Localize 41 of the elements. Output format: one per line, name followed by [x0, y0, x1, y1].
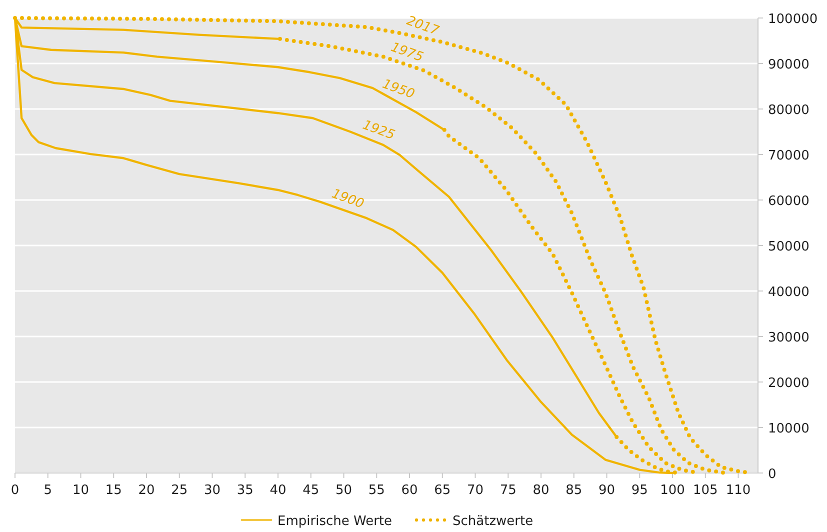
x-tick-label: 100	[660, 483, 685, 498]
legend-label: Empirische Werte	[278, 514, 392, 529]
legend-label: Schätzwerte	[452, 514, 534, 529]
annotation: 1925	[360, 118, 397, 144]
y-tick-label: 80000	[768, 103, 810, 118]
y-tick-label: 60000	[768, 194, 810, 209]
x-tick-label: 45	[302, 483, 320, 498]
y-tick-label: 100000	[768, 12, 818, 27]
x-tick-label: 15	[105, 483, 122, 498]
x-tick-label: 30	[204, 483, 221, 498]
x-tick-label: 75	[500, 483, 516, 498]
annotation: 1975	[388, 40, 425, 66]
y-tick-label: 10000	[768, 422, 810, 436]
annotation: 2017	[404, 14, 442, 40]
x-tick-label: 70	[466, 483, 484, 498]
x-tick-label: 50	[335, 483, 352, 498]
x-tick-label: 65	[434, 483, 451, 498]
x-tick-label: 5	[44, 483, 52, 498]
x-tick-label: 25	[171, 483, 188, 498]
x-tick-label: 90	[598, 483, 616, 498]
y-tick-label: 0	[768, 467, 776, 482]
y-tick-label: 70000	[768, 148, 810, 164]
annotation: 1950	[380, 76, 416, 102]
y-tick-label: 30000	[768, 330, 810, 346]
x-tick-label: 0	[10, 483, 20, 498]
x-tick-label: 10	[72, 483, 90, 498]
y-tick-label: 20000	[768, 376, 810, 391]
x-tick-label: 80	[532, 483, 550, 498]
y-tick-label: 50000	[768, 240, 810, 254]
x-tick-label: 40	[270, 483, 286, 498]
x-tick-label: 60	[401, 483, 418, 498]
x-tick-label: 20	[138, 483, 155, 498]
x-tick-label: 85	[566, 483, 582, 498]
y-tick-label: 40000	[768, 285, 810, 300]
x-tick-label: 95	[631, 483, 648, 498]
x-tick-label: 55	[368, 483, 385, 498]
annotation: 1900	[330, 186, 366, 212]
y-tick-label: 90000	[768, 58, 810, 72]
x-tick-label: 110	[726, 483, 751, 498]
x-tick-label: 105	[692, 483, 718, 498]
x-tick-label: 35	[236, 483, 254, 498]
